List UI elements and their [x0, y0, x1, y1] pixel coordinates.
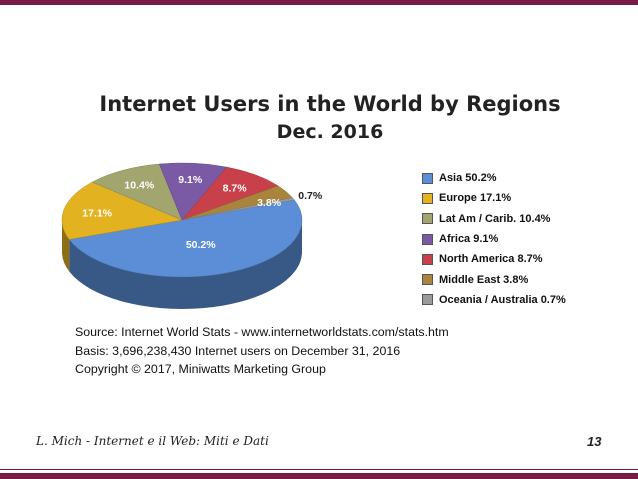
legend-label: Lat Am / Carib. 10.4% — [439, 212, 551, 225]
pie-data-label: 9.1% — [178, 174, 203, 186]
legend-swatch — [422, 213, 433, 225]
legend-swatch — [422, 294, 433, 306]
pie-data-label: 50.2% — [186, 239, 216, 251]
pie-slice-side — [69, 220, 302, 309]
pie-data-label: 17.1% — [82, 207, 112, 219]
legend-label: Europe 17.1% — [439, 192, 512, 205]
bottom-accent-bar — [0, 473, 638, 479]
legend-label: North America 8.7% — [439, 253, 543, 266]
pie-slice — [91, 163, 183, 221]
legend-swatch — [422, 192, 433, 204]
legend-swatch — [422, 233, 433, 245]
chart-subtitle: Dec. 2016 — [276, 121, 384, 143]
legend-item: Africa 9.1% — [422, 229, 566, 249]
chart-title: Internet Users in the World by Regions — [99, 92, 561, 116]
legend-item: Asia 50.2% — [422, 168, 566, 188]
legend-label: Middle East 3.8% — [439, 273, 529, 286]
legend-item: Europe 17.1% — [422, 188, 566, 208]
legend-item: Middle East 3.8% — [422, 269, 566, 289]
legend-item: North America 8.7% — [422, 249, 566, 269]
page-number: 13 — [587, 434, 602, 449]
legend-label: Africa 9.1% — [439, 233, 499, 246]
bottom-accent-line — [0, 469, 638, 470]
author-footer: L. Mich - Internet e il Web: Miti e Dati — [36, 434, 269, 448]
source-note: Source: Internet World Stats - www.inter… — [75, 323, 449, 379]
legend-item: Oceania / Australia 0.7% — [422, 290, 566, 310]
pie-data-label: 8.7% — [223, 182, 248, 194]
legend-item: Lat Am / Carib. 10.4% — [422, 209, 566, 229]
pie-slice — [61, 181, 183, 240]
pie-chart: 50.2% 17.1% 10.4% 9.1% 8.7% 3.8% 0.7% — [61, 162, 323, 309]
legend-swatch — [422, 172, 433, 184]
chart-legend: Asia 50.2% Europe 17.1% Lat Am / Carib. … — [422, 168, 566, 310]
legend-label: Oceania / Australia 0.7% — [439, 293, 566, 306]
top-accent-bar — [0, 0, 638, 5]
legend-swatch — [422, 253, 433, 265]
legend-swatch — [422, 274, 433, 286]
pie-data-label: 0.7% — [298, 190, 323, 202]
copyright-line: Copyright © 2017, Miniwatts Marketing Gr… — [75, 362, 326, 376]
legend-label: Asia 50.2% — [439, 172, 497, 185]
basis-line: Basis: 3,696,238,430 Internet users on D… — [75, 343, 401, 358]
source-line: Source: Internet World Stats - www.inter… — [75, 325, 449, 339]
pie-slice — [68, 199, 303, 278]
pie-slice — [181, 197, 295, 221]
pie-data-label: 3.8% — [257, 197, 282, 209]
pie-slice-side — [62, 220, 70, 272]
pie-data-label: 10.4% — [124, 179, 154, 191]
